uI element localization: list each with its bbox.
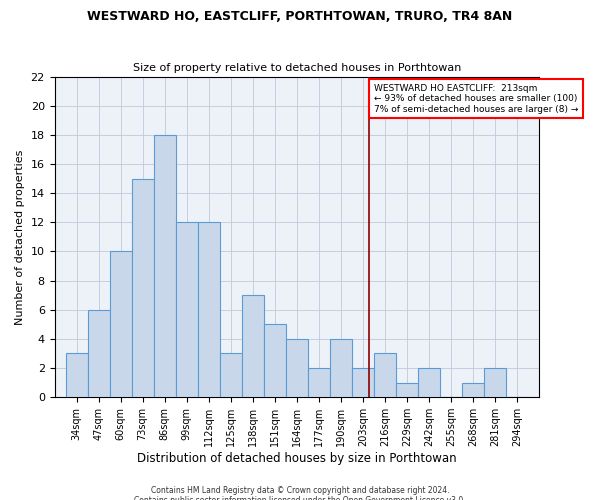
Text: Contains public sector information licensed under the Open Government Licence v3: Contains public sector information licen… — [134, 496, 466, 500]
Bar — [176, 222, 198, 397]
Bar — [484, 368, 506, 397]
Bar — [462, 382, 484, 397]
X-axis label: Distribution of detached houses by size in Porthtowan: Distribution of detached houses by size … — [137, 452, 457, 465]
Y-axis label: Number of detached properties: Number of detached properties — [15, 149, 25, 324]
Text: WESTWARD HO EASTCLIFF:  213sqm
← 93% of detached houses are smaller (100)
7% of : WESTWARD HO EASTCLIFF: 213sqm ← 93% of d… — [374, 84, 578, 114]
Bar — [418, 368, 440, 397]
Bar — [65, 354, 88, 397]
Title: Size of property relative to detached houses in Porthtowan: Size of property relative to detached ho… — [133, 63, 461, 73]
Bar — [220, 354, 242, 397]
Bar — [154, 135, 176, 397]
Bar — [330, 339, 352, 397]
Bar — [264, 324, 286, 397]
Bar — [374, 354, 396, 397]
Bar — [242, 295, 264, 397]
Text: WESTWARD HO, EASTCLIFF, PORTHTOWAN, TRURO, TR4 8AN: WESTWARD HO, EASTCLIFF, PORTHTOWAN, TRUR… — [88, 10, 512, 23]
Bar — [308, 368, 330, 397]
Bar — [110, 252, 131, 397]
Bar — [131, 178, 154, 397]
Bar — [198, 222, 220, 397]
Bar — [88, 310, 110, 397]
Bar — [286, 339, 308, 397]
Bar — [352, 368, 374, 397]
Bar — [396, 382, 418, 397]
Text: Contains HM Land Registry data © Crown copyright and database right 2024.: Contains HM Land Registry data © Crown c… — [151, 486, 449, 495]
